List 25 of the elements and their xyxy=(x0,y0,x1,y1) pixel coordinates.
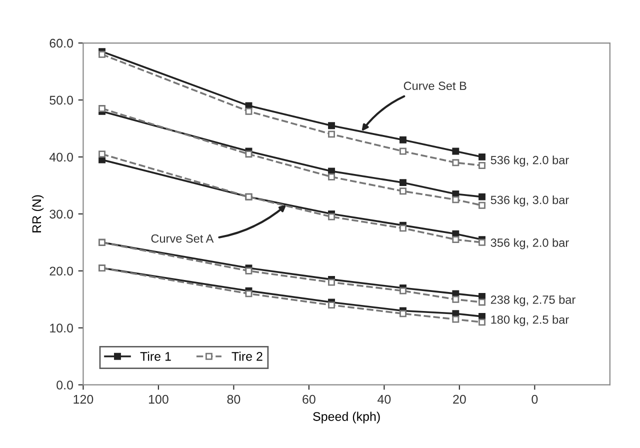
x-tick-label: 80 xyxy=(227,394,240,404)
x-tick-label: 60 xyxy=(302,394,316,404)
x-tick-label: 0 xyxy=(532,394,538,404)
y-tick-label: 20.0 xyxy=(50,266,73,276)
x-tick-label: 100 xyxy=(148,394,168,404)
annotation: Curve Set B xyxy=(404,82,466,90)
x-axis-title: Speed (kph) xyxy=(313,412,380,424)
y-axis-title: RR (N) xyxy=(32,195,44,232)
y-tick-label: 0.0 xyxy=(56,380,73,390)
y-tick-label: 30.0 xyxy=(50,210,73,219)
annotation: 238 kg, 2.75 bar xyxy=(490,295,576,306)
x-tick-label: 40 xyxy=(378,394,391,404)
y-tick-label: 10.0 xyxy=(50,324,73,333)
y-tick-label: 60.0 xyxy=(50,38,73,48)
y-tick-label: 50.0 xyxy=(50,96,73,105)
x-tick-label: 120 xyxy=(74,394,94,404)
annotation: 356 kg, 2.0 bar xyxy=(490,238,569,250)
annotation: 180 kg, 2.5 bar xyxy=(491,315,569,326)
annotation: 536 kg, 3.0 bar xyxy=(490,195,569,206)
annotation: Curve Set A xyxy=(151,234,214,243)
legend-label: Tire 2 xyxy=(232,352,262,361)
annotation: 536 kg, 2.0 bar xyxy=(490,156,569,167)
legend-label: Tire 1 xyxy=(140,352,171,361)
x-tick-label: 20 xyxy=(453,394,466,404)
y-tick-label: 40.0 xyxy=(49,152,73,162)
